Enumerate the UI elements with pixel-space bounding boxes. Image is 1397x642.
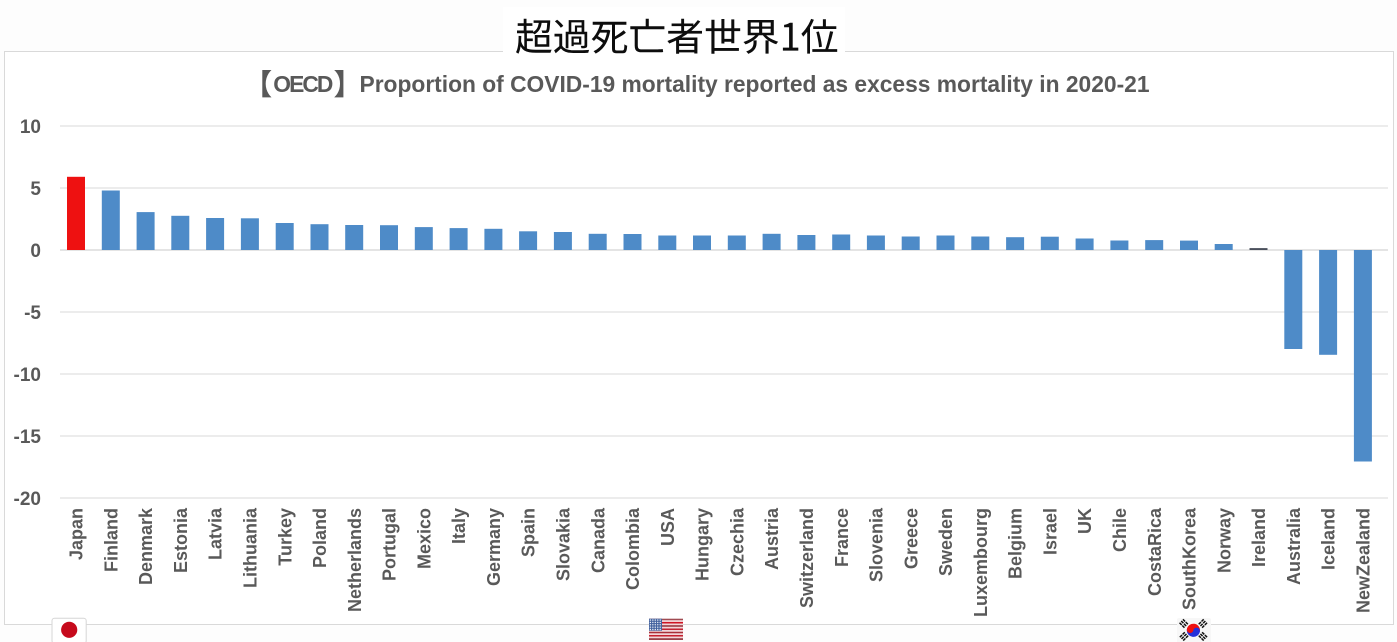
svg-text:Colombia: Colombia	[623, 507, 643, 590]
svg-text:Japan: Japan	[67, 508, 87, 560]
svg-text:Israel: Israel	[1040, 508, 1060, 555]
svg-text:Netherlands: Netherlands	[345, 508, 365, 612]
svg-text:USA: USA	[658, 508, 678, 546]
svg-text:Slovenia: Slovenia	[867, 507, 887, 582]
svg-text:Austria: Austria	[762, 507, 782, 570]
svg-text:Poland: Poland	[310, 508, 330, 568]
svg-text:-10: -10	[14, 365, 41, 386]
svg-text:Greece: Greece	[901, 508, 921, 569]
svg-text:Hungary: Hungary	[693, 508, 713, 581]
svg-text:Belgium: Belgium	[1006, 508, 1026, 579]
svg-text:Sweden: Sweden	[936, 508, 956, 576]
svg-text:Australia: Australia	[1284, 507, 1304, 585]
svg-text:Latvia: Latvia	[206, 507, 226, 560]
svg-text:Denmark: Denmark	[136, 507, 156, 585]
svg-text:Portugal: Portugal	[380, 508, 400, 581]
svg-text:Finland: Finland	[101, 508, 121, 572]
svg-text:Spain: Spain	[519, 508, 539, 557]
svg-text:OECD: OECD	[273, 71, 333, 97]
svg-text:Chile: Chile	[1110, 508, 1130, 552]
svg-text:Switzerland: Switzerland	[797, 508, 817, 608]
svg-text:Turkey: Turkey	[275, 508, 295, 566]
svg-text:Czechia: Czechia	[727, 507, 747, 576]
svg-text:Norway: Norway	[1214, 508, 1234, 573]
svg-text:Germany: Germany	[484, 508, 504, 586]
svg-text:-20: -20	[14, 489, 41, 510]
svg-text:0: 0	[30, 241, 41, 262]
svg-text:Iceland: Iceland	[1319, 508, 1339, 570]
svg-text:UK: UK	[1075, 508, 1095, 534]
svg-text:Slovakia: Slovakia	[554, 507, 574, 581]
svg-text:-15: -15	[14, 427, 42, 448]
svg-text:Lithuania: Lithuania	[241, 507, 261, 588]
svg-text:5: 5	[30, 179, 41, 200]
svg-text:NewZealand: NewZealand	[1354, 508, 1374, 613]
svg-text:10: 10	[20, 117, 41, 138]
svg-text:Proportion of COVID-19 mortali: Proportion of COVID-19 mortality reporte…	[360, 71, 1150, 97]
svg-text:Mexico: Mexico	[414, 508, 434, 569]
svg-text:Estonia: Estonia	[171, 507, 191, 573]
svg-text:Canada: Canada	[588, 507, 608, 573]
svg-text:CostaRica: CostaRica	[1145, 507, 1165, 596]
svg-text:Ireland: Ireland	[1249, 508, 1269, 567]
svg-text:Italy: Italy	[449, 508, 469, 544]
svg-text:SouthKorea: SouthKorea	[1180, 507, 1200, 610]
svg-text:France: France	[832, 508, 852, 567]
svg-text:-5: -5	[24, 303, 41, 324]
svg-text:Luxembourg: Luxembourg	[971, 508, 991, 617]
